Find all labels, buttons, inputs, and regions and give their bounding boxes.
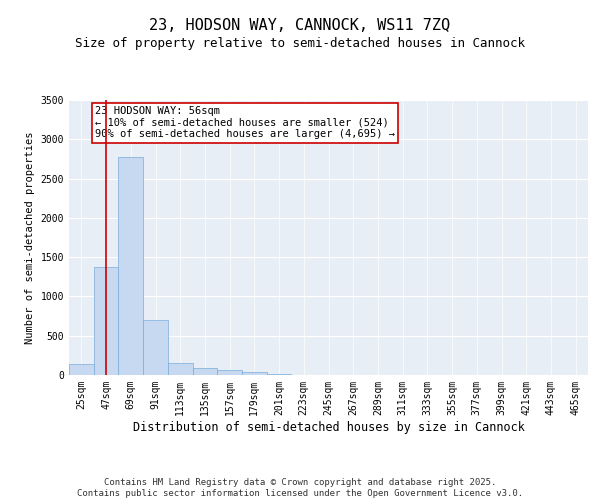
Text: 23, HODSON WAY, CANNOCK, WS11 7ZQ: 23, HODSON WAY, CANNOCK, WS11 7ZQ [149, 18, 451, 32]
Bar [94, 266, 118, 375]
Bar [118, 156, 143, 375]
X-axis label: Distribution of semi-detached houses by size in Cannock: Distribution of semi-detached houses by … [133, 420, 524, 434]
Bar [267, 374, 292, 375]
Bar [143, 320, 168, 375]
Bar [242, 372, 267, 375]
Bar [193, 368, 217, 375]
Bar [168, 363, 193, 375]
Text: Size of property relative to semi-detached houses in Cannock: Size of property relative to semi-detach… [75, 38, 525, 51]
Text: 23 HODSON WAY: 56sqm
← 10% of semi-detached houses are smaller (524)
90% of semi: 23 HODSON WAY: 56sqm ← 10% of semi-detac… [95, 106, 395, 140]
Text: Contains HM Land Registry data © Crown copyright and database right 2025.
Contai: Contains HM Land Registry data © Crown c… [77, 478, 523, 498]
Y-axis label: Number of semi-detached properties: Number of semi-detached properties [25, 131, 35, 344]
Bar [217, 370, 242, 375]
Bar [69, 364, 94, 375]
